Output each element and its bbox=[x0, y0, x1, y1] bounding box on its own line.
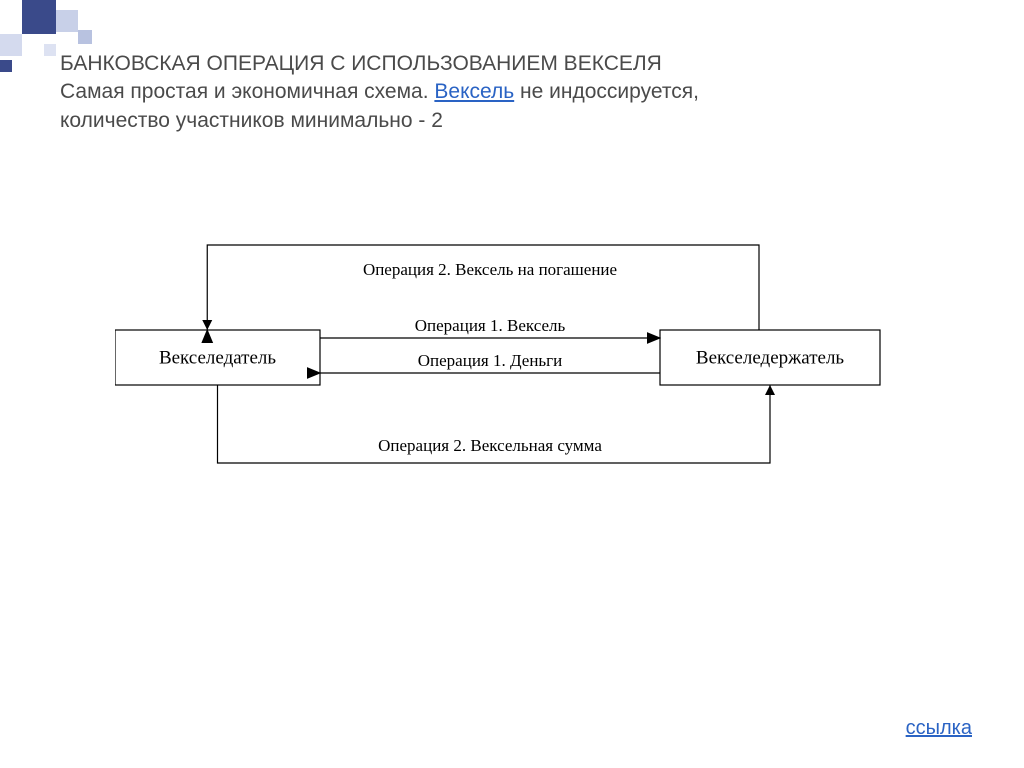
slide-marker bbox=[0, 60, 12, 72]
arrowhead-op2_sum bbox=[765, 385, 775, 395]
decor-square bbox=[0, 34, 22, 56]
diagram-svg: Векселедатель Векселедержатель Операция 2.… bbox=[115, 235, 885, 495]
edge-label-op1_money: Операция 1. Деньги bbox=[418, 351, 563, 370]
arrowhead-op2_top bbox=[202, 320, 212, 330]
node-label-drawer: Векселедатель bbox=[159, 348, 276, 369]
bill-link[interactable]: Вексель bbox=[434, 80, 514, 103]
line2-pre: Самая простая и экономичная схема. bbox=[60, 80, 434, 103]
title-line-1: БАНКОВСКАЯ ОПЕРАЦИЯ С ИСПОЛЬЗОВАНИЕМ ВЕК… bbox=[60, 50, 974, 78]
slide-header: БАНКОВСКАЯ ОПЕРАЦИЯ С ИСПОЛЬЗОВАНИЕМ ВЕК… bbox=[60, 50, 974, 135]
edge-label-op2_sum: Операция 2. Вексельная сумма bbox=[378, 436, 602, 455]
decor-square bbox=[56, 10, 78, 32]
edge-label-op2_top: Операция 2. Вексель на погашение bbox=[363, 260, 617, 279]
title-line-3: количество участников минимально - 2 bbox=[60, 107, 974, 135]
decor-square bbox=[22, 0, 56, 34]
bill-flowchart: Векселедатель Векселедержатель Операция 2.… bbox=[115, 235, 885, 495]
title-line-2: Самая простая и экономичная схема. Вексе… bbox=[60, 78, 974, 106]
decor-square bbox=[78, 30, 92, 44]
edge-label-op1_bill: Операция 1. Вексель bbox=[415, 316, 566, 335]
node-label-holder: Векселедержатель bbox=[696, 348, 845, 369]
line2-post: не индоссируется, bbox=[514, 80, 699, 103]
footer-link[interactable]: ссылка bbox=[906, 717, 972, 740]
decor-square bbox=[44, 44, 56, 56]
